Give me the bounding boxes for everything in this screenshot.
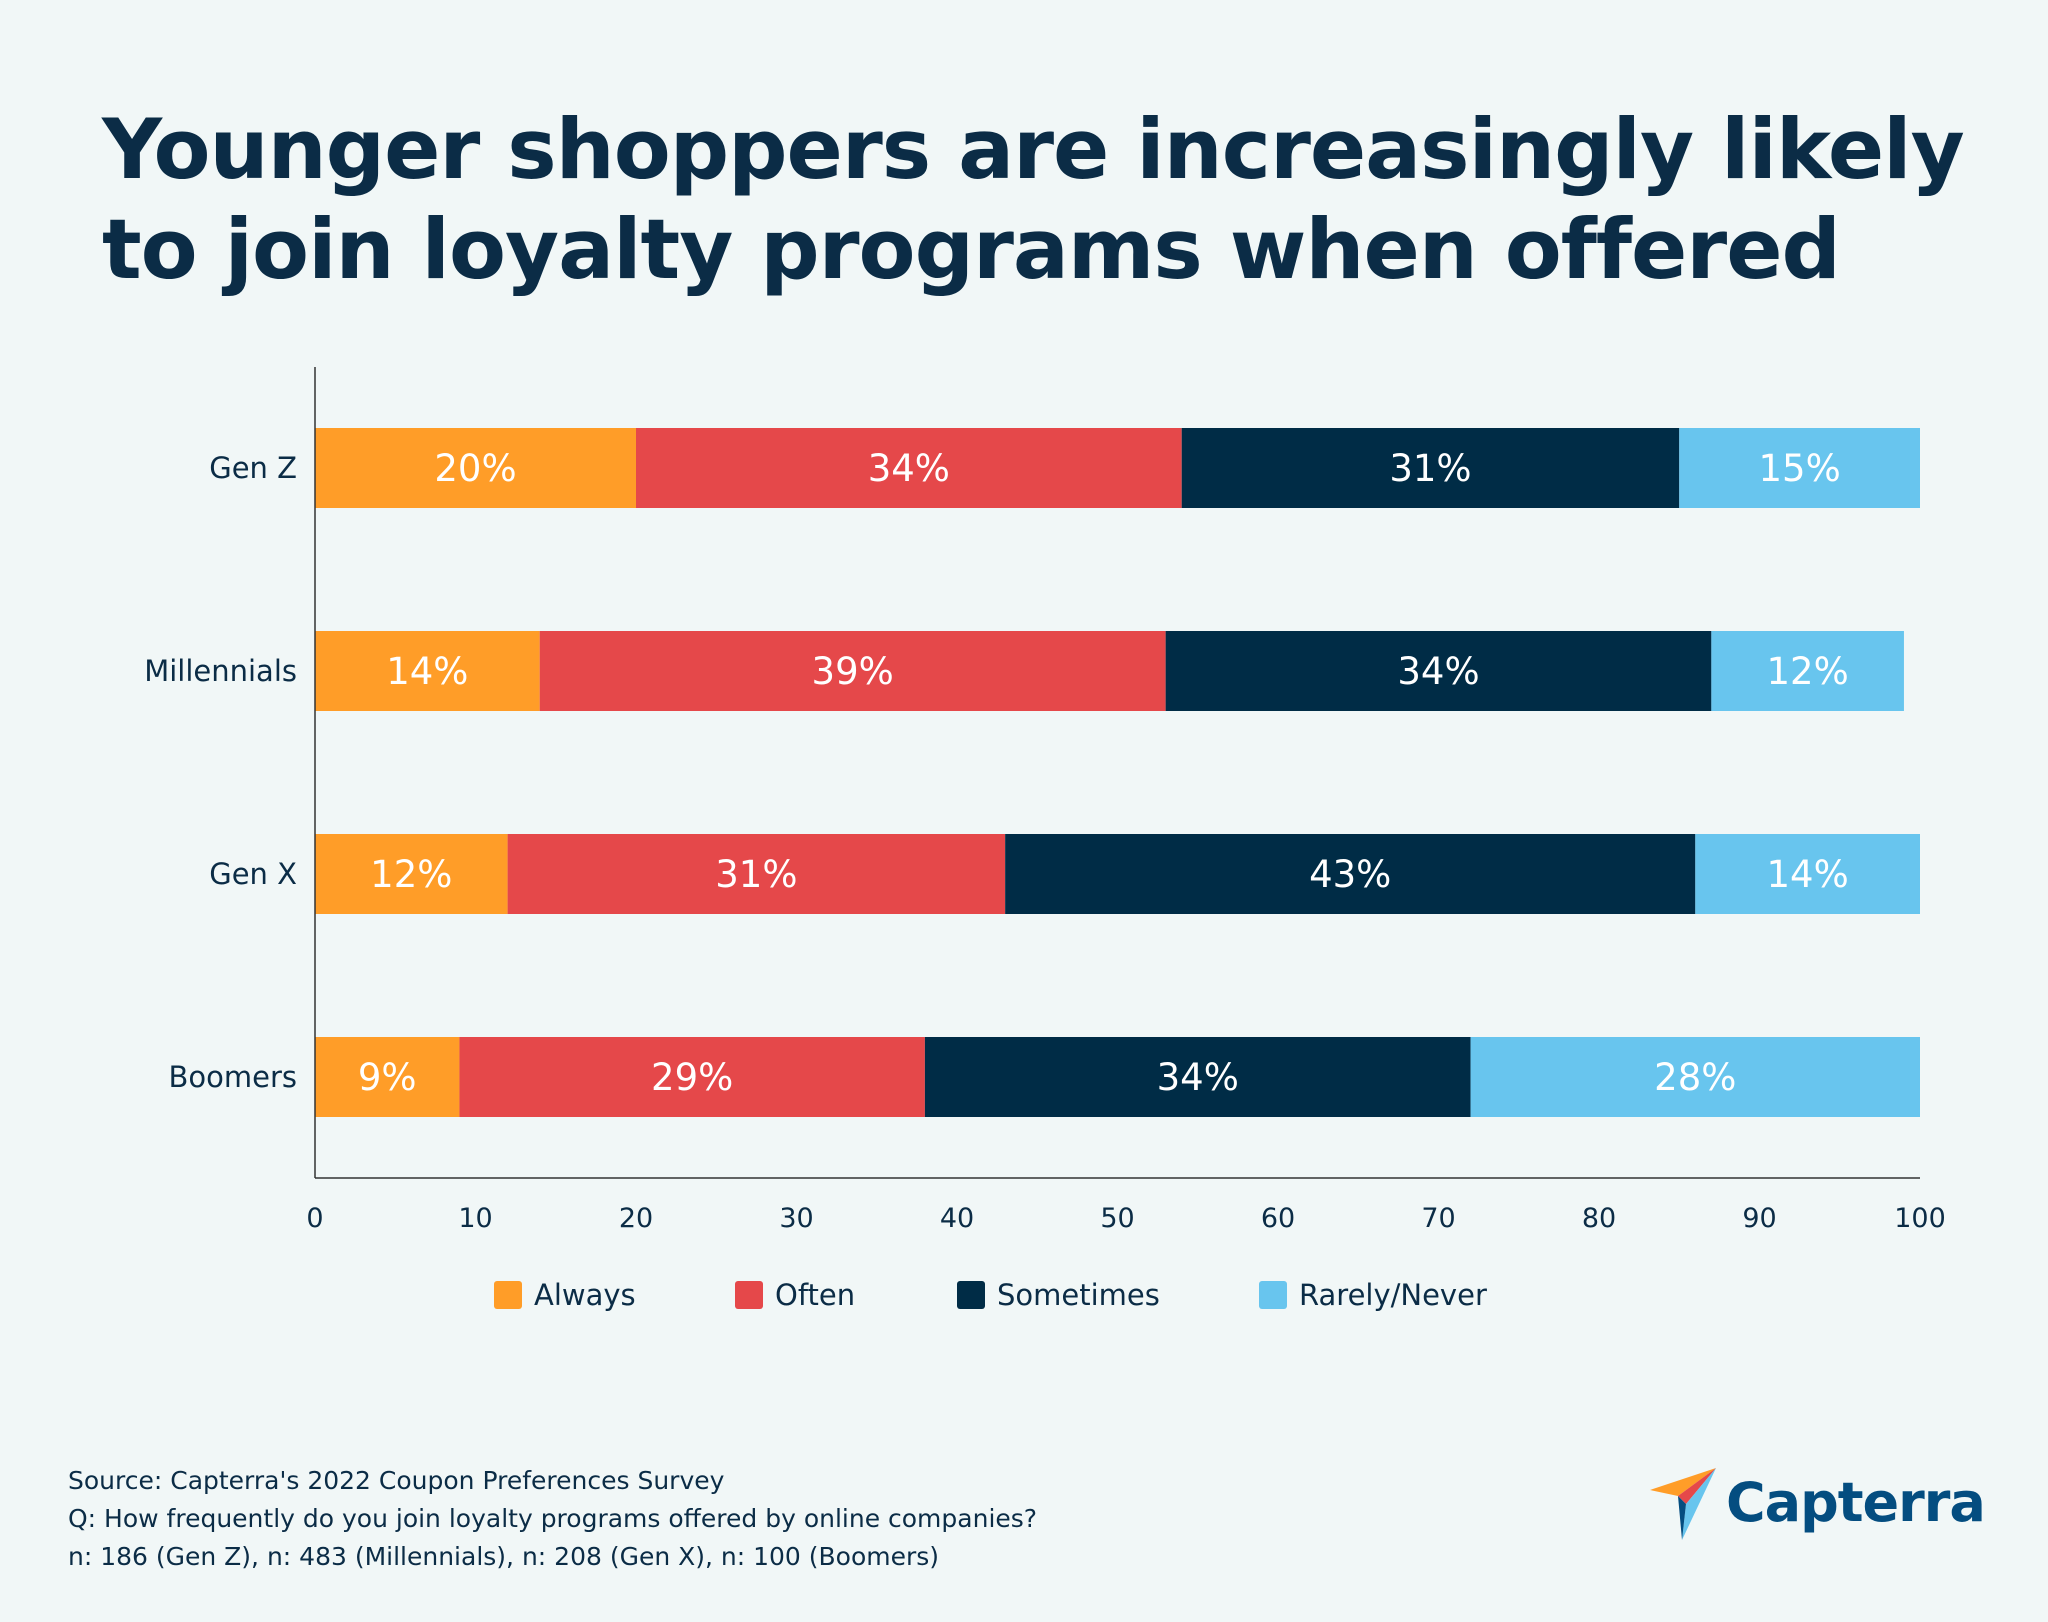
bar-gen-x-sometimes — [1005, 834, 1696, 914]
x-tick-label-40: 40 — [940, 1203, 974, 1234]
bar-boomers-sometimes — [924, 1037, 1471, 1117]
bar-millennials-sometimes — [1165, 631, 1712, 711]
bar-millennials-always — [315, 631, 540, 711]
value-label-gen-z-always: 20% — [434, 447, 516, 490]
segment-labels-layer: 20% 34% 31% 15% 14% 39% 34% 12% 12% 31% 43% 14% 9% 29… — [358, 447, 1849, 1099]
source-note: Source: Capterra's 2022 Coupon Preferenc… — [68, 1466, 725, 1495]
value-label-millennials-rarely-never: 12% — [1767, 650, 1849, 693]
value-label-gen-x-sometimes: 43% — [1309, 853, 1391, 896]
value-label-gen-z-often: 34% — [868, 447, 950, 490]
x-tick-label-60: 60 — [1261, 1203, 1295, 1234]
capterra-arrow-icon — [1650, 1468, 1716, 1540]
x-tick-label-100: 100 — [1894, 1203, 1946, 1234]
stacked-bar-chart: 20% 34% 31% 15% 14% 39% 34% 12% 12% 31% 43% 14% 9% 29… — [144, 367, 1946, 1234]
x-tick-label-20: 20 — [619, 1203, 653, 1234]
category-label-gen-x: Gen X — [209, 857, 297, 891]
brand-name: Capterra — [1726, 1470, 1986, 1534]
legend-label-rarely-never: Rarely/Never — [1299, 1278, 1487, 1312]
chart-title-line-1: Younger shoppers are increasingly likely — [102, 101, 1965, 198]
bar-gen-z-rarely-never — [1679, 428, 1920, 508]
value-label-gen-x-rarely-never: 14% — [1767, 853, 1849, 896]
value-label-millennials-often: 39% — [812, 650, 894, 693]
bar-gen-z-sometimes — [1181, 428, 1680, 508]
legend-swatch-rarely-never — [1259, 1281, 1287, 1309]
legend-swatch-sometimes — [957, 1281, 985, 1309]
bar-boomers-rarely-never — [1470, 1037, 1920, 1117]
bar-boomers-always — [315, 1037, 460, 1117]
bar-millennials-rarely-never — [1711, 631, 1904, 711]
bar-gen-x-often — [507, 834, 1006, 914]
category-label-gen-z: Gen Z — [209, 451, 297, 485]
bar-gen-z-often — [636, 428, 1182, 508]
x-tick-label-80: 80 — [1582, 1203, 1616, 1234]
x-tick-label-0: 0 — [306, 1203, 323, 1234]
bar-gen-x-rarely-never — [1695, 834, 1920, 914]
legend-item-always: Always — [494, 1275, 636, 1315]
chart-title-line-2: to join loyalty programs when offered — [102, 201, 1841, 298]
legend-swatch-always — [494, 1281, 522, 1309]
legend-item-sometimes: Sometimes — [957, 1275, 1160, 1315]
value-label-gen-z-rarely-never: 15% — [1759, 447, 1841, 490]
x-tick-label-10: 10 — [458, 1203, 492, 1234]
value-label-gen-x-often: 31% — [715, 853, 797, 896]
bar-boomers-often — [459, 1037, 925, 1117]
legend-item-rarely-never: Rarely/Never — [1259, 1275, 1487, 1315]
legend-label-sometimes: Sometimes — [997, 1278, 1160, 1312]
x-tick-label-30: 30 — [779, 1203, 813, 1234]
axis-layer: 0 10 20 30 40 50 60 70 80 90 100 — [306, 367, 1946, 1234]
value-label-gen-x-always: 12% — [370, 853, 452, 896]
x-tick-label-90: 90 — [1742, 1203, 1776, 1234]
sample-sizes: n: 186 (Gen Z), n: 483 (Millennials), n:… — [68, 1542, 940, 1571]
category-label-boomers: Boomers — [168, 1060, 297, 1094]
bar-millennials-often — [539, 631, 1166, 711]
legend-swatch-often — [735, 1281, 763, 1309]
x-tick-label-50: 50 — [1100, 1203, 1134, 1234]
chart-footer: Source: Capterra's 2022 Coupon Preferenc… — [68, 1462, 1037, 1576]
bars-layer — [315, 428, 1920, 1117]
chart-legend: Always Often Sometimes Rarely/Never — [0, 1275, 2048, 1315]
value-label-gen-z-sometimes: 31% — [1389, 447, 1471, 490]
category-labels-layer: Gen Z Millennials Gen X Boomers — [144, 451, 297, 1094]
capterra-logo: Capterra — [1648, 1462, 1986, 1542]
chart-title: Younger shoppers are increasingly likely… — [102, 100, 1965, 300]
x-tick-label-70: 70 — [1421, 1203, 1455, 1234]
survey-question: Q: How frequently do you join loyalty pr… — [68, 1504, 1038, 1533]
value-label-boomers-sometimes: 34% — [1157, 1056, 1239, 1099]
value-label-boomers-always: 9% — [358, 1056, 417, 1099]
value-label-millennials-sometimes: 34% — [1397, 650, 1479, 693]
bar-gen-x-always — [315, 834, 508, 914]
value-label-boomers-often: 29% — [651, 1056, 733, 1099]
bar-gen-z-always — [315, 428, 636, 508]
category-label-millennials: Millennials — [144, 654, 297, 688]
legend-item-often: Often — [735, 1275, 855, 1315]
legend-label-always: Always — [534, 1278, 636, 1312]
value-label-millennials-always: 14% — [386, 650, 468, 693]
legend-label-often: Often — [775, 1278, 856, 1312]
value-label-boomers-rarely-never: 28% — [1654, 1056, 1736, 1099]
